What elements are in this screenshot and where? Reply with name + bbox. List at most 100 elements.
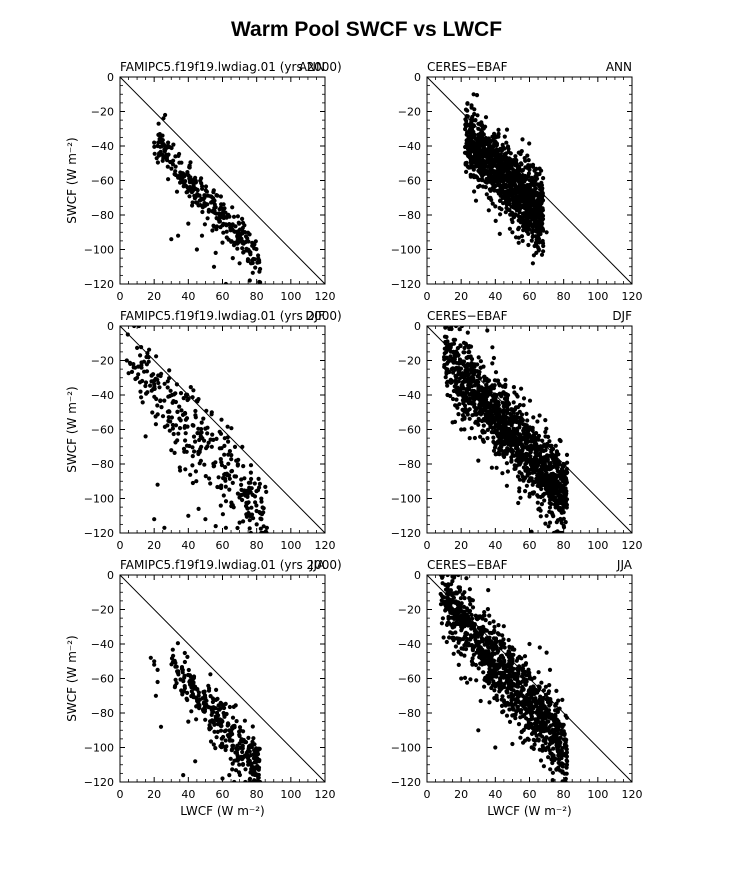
data-point bbox=[249, 745, 254, 750]
data-point bbox=[476, 385, 481, 391]
data-point bbox=[444, 326, 449, 329]
data-point bbox=[502, 153, 507, 158]
data-point bbox=[471, 167, 476, 172]
data-point bbox=[533, 178, 538, 183]
data-point bbox=[560, 530, 565, 533]
data-point bbox=[177, 151, 182, 157]
data-point bbox=[527, 494, 532, 499]
data-point bbox=[483, 154, 489, 159]
data-point bbox=[564, 491, 569, 496]
data-point bbox=[261, 524, 266, 529]
data-point bbox=[252, 494, 258, 499]
data-point bbox=[170, 400, 175, 405]
data-point bbox=[539, 486, 544, 492]
data-point bbox=[486, 160, 491, 165]
data-point bbox=[543, 418, 548, 423]
data-point bbox=[539, 680, 544, 685]
data-point bbox=[491, 355, 496, 361]
y-tick-label: 0 bbox=[107, 569, 114, 582]
data-point bbox=[206, 440, 211, 445]
data-point bbox=[550, 770, 556, 775]
data-point bbox=[199, 233, 205, 238]
data-point bbox=[496, 176, 501, 181]
data-point bbox=[494, 163, 499, 169]
data-point bbox=[522, 176, 528, 181]
data-point bbox=[540, 438, 545, 443]
data-point bbox=[469, 357, 475, 362]
data-point bbox=[211, 223, 216, 228]
data-point bbox=[498, 212, 503, 217]
data-point bbox=[156, 121, 161, 126]
data-point bbox=[183, 467, 188, 472]
data-point bbox=[225, 424, 230, 429]
y-tick-label: −20 bbox=[91, 106, 114, 119]
data-point bbox=[251, 736, 256, 741]
data-point bbox=[124, 358, 129, 363]
data-point bbox=[452, 366, 457, 371]
data-point bbox=[182, 425, 187, 430]
data-point bbox=[517, 486, 522, 491]
data-point bbox=[535, 473, 540, 478]
data-point bbox=[261, 510, 266, 515]
data-point bbox=[192, 449, 197, 454]
data-point bbox=[483, 405, 488, 410]
data-point bbox=[564, 452, 570, 457]
data-point bbox=[162, 525, 167, 530]
panel-left-label: FAMIPC5.f19f19.lwdiag.01 (yrs 2000) bbox=[120, 558, 342, 572]
data-point bbox=[256, 476, 261, 481]
data-point bbox=[547, 505, 553, 510]
data-point bbox=[509, 442, 514, 447]
data-point bbox=[445, 344, 450, 349]
data-point bbox=[489, 430, 494, 435]
data-point bbox=[145, 351, 150, 356]
data-point bbox=[504, 713, 510, 718]
data-point bbox=[148, 655, 153, 660]
data-point bbox=[533, 211, 538, 216]
panel-left-label: CERES−EBAF bbox=[427, 60, 508, 74]
data-point bbox=[190, 203, 195, 208]
data-point bbox=[520, 216, 526, 221]
data-point bbox=[179, 160, 184, 165]
points-layer bbox=[442, 326, 570, 533]
data-point bbox=[247, 490, 252, 495]
points-layer bbox=[462, 92, 549, 266]
data-point bbox=[235, 246, 240, 251]
data-point bbox=[158, 398, 163, 404]
data-point bbox=[159, 371, 164, 376]
data-point bbox=[525, 215, 530, 220]
data-point bbox=[518, 161, 524, 166]
data-point bbox=[519, 656, 524, 661]
data-point bbox=[534, 431, 539, 436]
y-tick-label: −80 bbox=[398, 707, 421, 720]
data-point bbox=[527, 192, 532, 197]
data-point bbox=[160, 158, 165, 163]
data-point bbox=[186, 396, 191, 401]
data-point bbox=[473, 410, 478, 415]
reference-line bbox=[120, 326, 325, 533]
data-point bbox=[209, 412, 214, 417]
data-point bbox=[457, 402, 462, 407]
data-point bbox=[505, 469, 510, 474]
data-point bbox=[504, 127, 510, 132]
data-point bbox=[501, 177, 506, 182]
data-point bbox=[194, 717, 199, 722]
data-point bbox=[179, 172, 184, 177]
data-point bbox=[182, 659, 187, 665]
data-point bbox=[516, 165, 521, 170]
data-point bbox=[227, 487, 232, 492]
data-point bbox=[483, 386, 488, 391]
data-point bbox=[530, 224, 535, 229]
data-point bbox=[225, 473, 230, 478]
data-point bbox=[543, 521, 548, 526]
data-point bbox=[537, 506, 542, 511]
data-point bbox=[517, 470, 522, 475]
data-point bbox=[520, 137, 525, 142]
data-point bbox=[193, 469, 198, 474]
data-point bbox=[185, 185, 190, 190]
panel-6: 0 20 40 60 80 100 120 0 −20 −40 −60 −80 −100 −120 CERE… bbox=[391, 558, 643, 818]
data-point bbox=[529, 238, 534, 243]
data-point bbox=[166, 394, 171, 399]
data-point bbox=[464, 169, 469, 174]
data-point bbox=[490, 157, 495, 162]
data-point bbox=[554, 520, 559, 525]
